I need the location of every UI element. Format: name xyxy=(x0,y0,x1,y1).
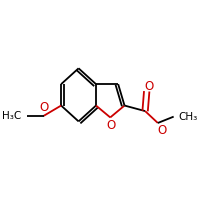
Text: O: O xyxy=(40,101,49,114)
Text: O: O xyxy=(106,119,116,132)
Text: O: O xyxy=(157,124,166,137)
Text: O: O xyxy=(144,80,154,93)
Text: H₃C: H₃C xyxy=(2,111,22,121)
Text: CH₃: CH₃ xyxy=(178,112,198,122)
